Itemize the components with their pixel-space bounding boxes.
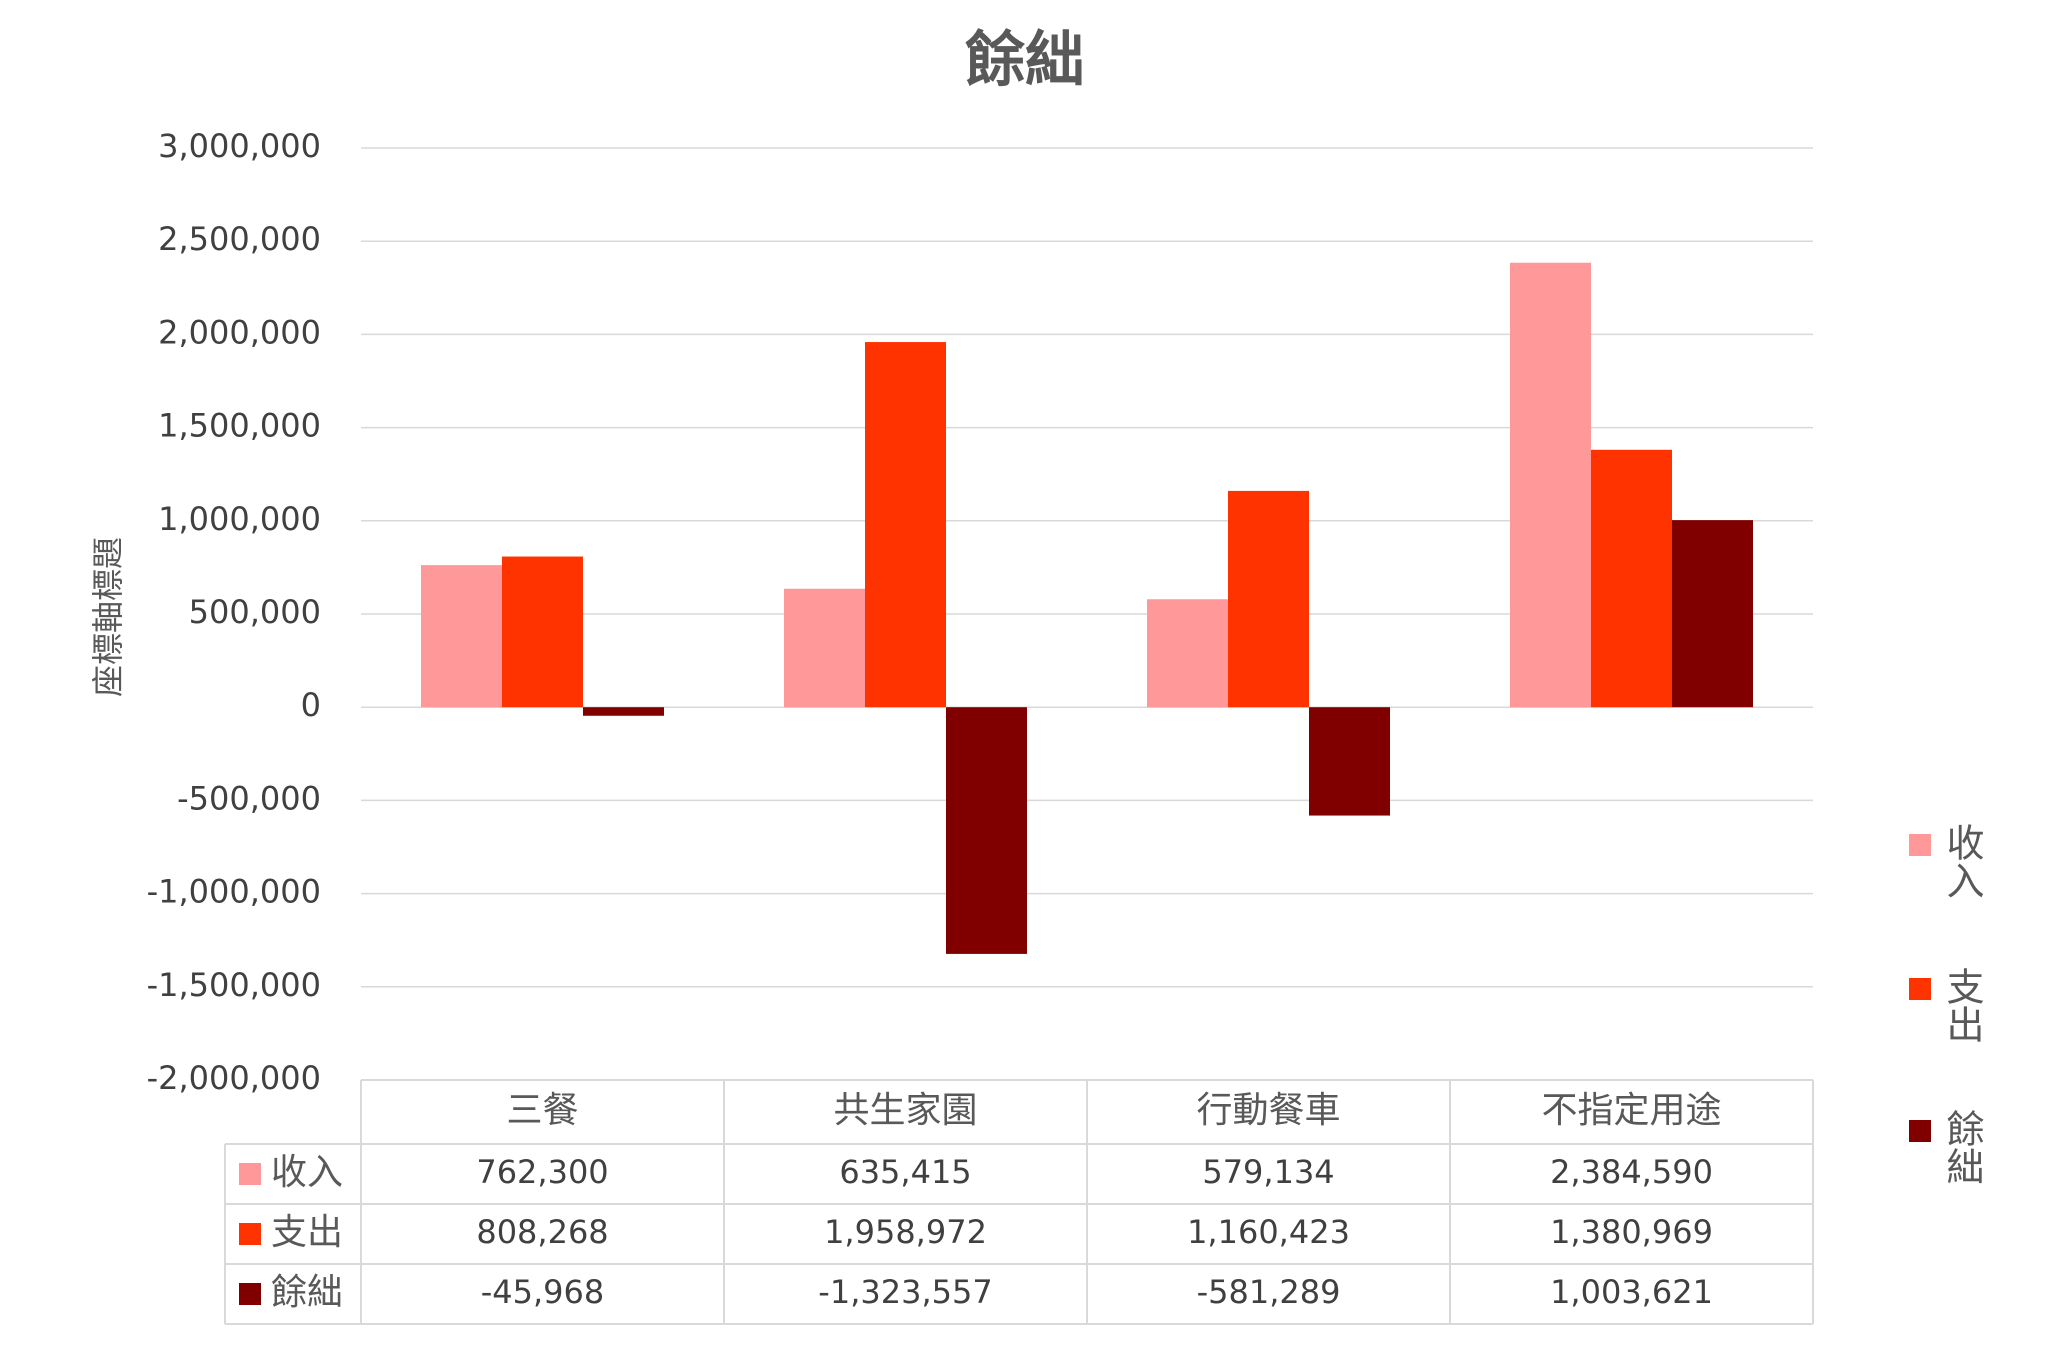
legend-label: 收入 xyxy=(1940,823,1984,899)
bar xyxy=(1228,490,1309,708)
y-tick-label: -1,000,000 xyxy=(147,873,321,911)
table-value: 2,384,590 xyxy=(1550,1153,1713,1191)
table-row-label: 餘絀 xyxy=(271,1272,343,1313)
x-tick-label: 不指定用途 xyxy=(1541,1090,1721,1131)
y-tick-label: -500,000 xyxy=(177,779,321,817)
y-tick-label: 2,500,000 xyxy=(158,220,321,258)
bar xyxy=(1309,707,1390,816)
table-legend-key xyxy=(239,1163,261,1185)
table-legend-key xyxy=(239,1283,261,1305)
table-row-label: 支出 xyxy=(271,1212,343,1253)
table-value: -45,968 xyxy=(481,1273,605,1311)
table-value: 579,134 xyxy=(1202,1153,1334,1191)
y-tick-label: 1,500,000 xyxy=(158,407,321,445)
bar xyxy=(583,707,664,716)
y-tick-label: -1,500,000 xyxy=(147,966,321,1004)
bar xyxy=(1510,262,1591,708)
x-tick-label: 行動餐車 xyxy=(1196,1090,1340,1131)
x-tick-label: 共生家園 xyxy=(833,1090,977,1131)
y-tick-label: 500,000 xyxy=(189,593,321,631)
legend-key xyxy=(1909,834,1931,856)
table-value: 1,380,969 xyxy=(1550,1213,1713,1251)
y-tick-label: -2,000,000 xyxy=(147,1059,321,1097)
table-row-label: 收入 xyxy=(271,1152,343,1193)
y-tick-label: 1,000,000 xyxy=(158,500,321,538)
table-value: 808,268 xyxy=(476,1213,608,1251)
bar xyxy=(1147,599,1228,708)
bar xyxy=(946,707,1027,954)
bar xyxy=(1591,449,1672,708)
y-tick-label: 0 xyxy=(301,686,321,724)
y-axis-label: 座標軸標題 xyxy=(89,537,127,697)
x-tick-label: 三餐 xyxy=(506,1090,578,1131)
table-value: 1,958,972 xyxy=(824,1213,987,1251)
table-value: 762,300 xyxy=(476,1153,608,1191)
table-legend-key xyxy=(239,1223,261,1245)
y-tick-label: 3,000,000 xyxy=(158,127,321,165)
table-value: 635,415 xyxy=(839,1153,971,1191)
table-value: 1,003,621 xyxy=(1550,1273,1713,1311)
bar xyxy=(421,565,502,708)
y-tick-label: 2,000,000 xyxy=(158,313,321,351)
table-value: 1,160,423 xyxy=(1187,1213,1350,1251)
table-value: -581,289 xyxy=(1197,1273,1341,1311)
legend-label: 餘絀 xyxy=(1940,1109,1984,1185)
bar xyxy=(502,556,583,708)
table-value: -1,323,557 xyxy=(818,1273,992,1311)
bar xyxy=(865,342,946,708)
legend-key xyxy=(1909,1120,1931,1142)
bar xyxy=(784,588,865,708)
legend-label: 支出 xyxy=(1940,967,1984,1043)
legend-key xyxy=(1909,978,1931,1000)
bar xyxy=(1672,520,1753,708)
chart-title: 餘絀 xyxy=(965,26,1085,96)
